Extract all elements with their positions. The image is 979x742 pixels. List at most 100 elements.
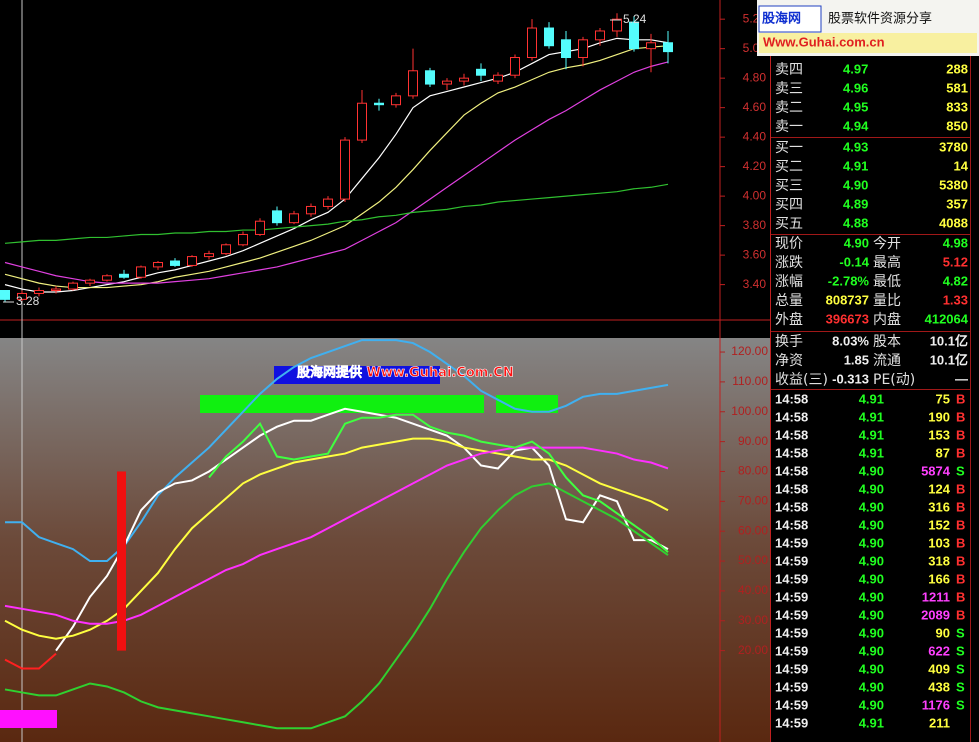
book-volume: 4088	[939, 215, 968, 230]
candle-body	[255, 220, 265, 235]
y-tick-label: 4.00	[743, 188, 767, 202]
trade-time: 14:58	[775, 427, 808, 442]
price-chart	[0, 13, 673, 303]
stat-label: 最低	[873, 274, 901, 290]
trade-time: 14:59	[775, 697, 808, 712]
trade-price: 4.90	[859, 607, 884, 622]
candle-body	[238, 233, 248, 246]
book-price: 4.90	[843, 177, 868, 192]
stat-label: 今开	[873, 236, 901, 252]
trade-price: 4.90	[859, 517, 884, 532]
trade-side: S	[956, 661, 965, 676]
trade-side: B	[956, 409, 965, 424]
book-volume: 288	[946, 61, 968, 76]
trade-time: 14:58	[775, 481, 808, 496]
trade-side: B	[956, 535, 965, 550]
candle-body	[119, 273, 129, 278]
candle-body	[221, 244, 231, 255]
book-volume: 357	[946, 196, 968, 211]
trade-price: 4.90	[859, 499, 884, 514]
candle-body	[51, 288, 61, 292]
signal-bar	[0, 710, 57, 728]
book-price: 4.96	[843, 80, 868, 95]
trade-volume: 75	[936, 391, 950, 406]
candle-body	[340, 139, 350, 200]
info-value: 10.1亿	[930, 352, 968, 367]
trade-time: 14:58	[775, 463, 808, 478]
stat-label: 涨跌	[775, 255, 803, 271]
trade-volume: 622	[928, 643, 950, 658]
y-tick-label: 40.00	[738, 583, 768, 597]
trade-price: 4.90	[859, 697, 884, 712]
annotations: 3.28 5.24	[3, 12, 647, 308]
candle-body	[578, 39, 588, 59]
stat-label: 内盘	[873, 311, 901, 328]
book-volume: 581	[946, 80, 968, 95]
candle-body	[102, 275, 112, 281]
book-price: 4.88	[843, 215, 868, 230]
y-tick-label: 4.20	[743, 159, 767, 173]
y-tick-label: 90.00	[738, 434, 768, 448]
y-tick-label: 3.40	[743, 277, 767, 291]
candle-body	[629, 21, 639, 50]
trade-side: B	[956, 427, 965, 442]
book-price: 4.97	[843, 61, 868, 76]
trade-volume: 318	[928, 553, 950, 568]
stat-value: 4.98	[943, 235, 968, 250]
trade-side: S	[956, 463, 965, 478]
trade-volume: 153	[928, 427, 950, 442]
trade-volume: 90	[936, 625, 950, 640]
book-price: 4.89	[843, 196, 868, 211]
trade-price: 4.90	[859, 535, 884, 550]
stat-label: 涨幅	[775, 274, 803, 290]
info-value: 1.85	[844, 352, 869, 367]
signal-bar	[200, 395, 484, 413]
candle-body	[0, 290, 10, 300]
quote-panel: 卖四 4.97 288 卖三 4.96 581 卖二 4.95 833 卖一 4.94 850 买一 4.…	[771, 56, 971, 742]
annotation: 3.28	[16, 294, 40, 308]
book-price: 4.93	[843, 139, 868, 154]
moving-average	[4, 45, 669, 289]
y-tick-label: 4.60	[743, 100, 767, 114]
trade-side: B	[956, 589, 965, 604]
candle-body	[136, 266, 146, 278]
info-label: 收益(三)	[775, 372, 828, 388]
candle-body	[663, 42, 673, 53]
trade-volume: 166	[928, 571, 950, 586]
logo-box	[758, 5, 822, 33]
book-volume: 850	[946, 118, 968, 133]
trade-time: 14:59	[775, 553, 808, 568]
trade-time: 14:59	[775, 643, 808, 658]
book-label: 买五	[775, 216, 803, 232]
logo-url-background	[759, 33, 977, 53]
trade-time: 14:59	[775, 715, 808, 730]
trade-side: S	[956, 679, 965, 694]
trade-price: 4.90	[859, 571, 884, 586]
indicator-line	[4, 437, 669, 640]
y-tick-label: 3.60	[743, 247, 767, 261]
trade-volume: 316	[928, 499, 950, 514]
candle-body	[612, 18, 622, 32]
candle-body	[306, 205, 316, 215]
trade-time: 14:59	[775, 661, 808, 676]
trade-price: 4.91	[859, 427, 884, 442]
trade-volume: 409	[928, 661, 950, 676]
book-price: 4.94	[843, 118, 869, 133]
y-tick-label: 110.00	[732, 374, 768, 388]
trade-price: 4.90	[859, 553, 884, 568]
indicator-line	[55, 407, 669, 652]
trade-volume: 1176	[922, 697, 950, 712]
moving-average	[4, 61, 669, 284]
book-label: 买四	[775, 197, 803, 213]
candle-body	[289, 213, 299, 224]
trade-price: 4.91	[859, 391, 884, 406]
trade-time: 14:58	[775, 499, 808, 514]
info-label: 股本	[873, 334, 901, 350]
trade-price: 4.90	[859, 643, 884, 658]
trade-volume: 5874	[921, 463, 951, 478]
candle-body	[646, 42, 656, 50]
y-tick-label: 20.00	[738, 643, 768, 657]
trade-volume: 190	[928, 409, 950, 424]
indicator-line	[4, 446, 669, 625]
